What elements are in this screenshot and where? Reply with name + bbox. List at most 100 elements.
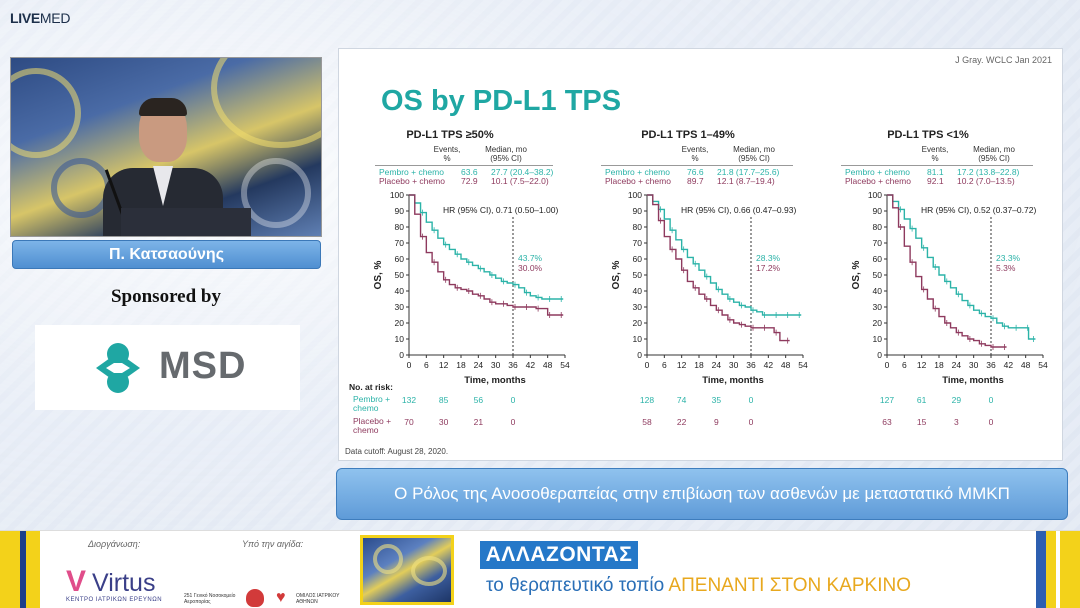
- y-tick-label: 90: [873, 206, 883, 216]
- legend-series-median: 10.1 (7.5–22.0): [491, 176, 549, 186]
- x-tick-label: 24: [474, 360, 484, 370]
- x-tick-label: 42: [526, 360, 536, 370]
- at-risk-placebo: 0: [510, 417, 516, 427]
- y-tick-label: 30: [633, 302, 643, 312]
- aegis-label: Υπό την αιγίδα:: [242, 539, 304, 549]
- y-tick-label: 100: [390, 190, 404, 200]
- y-tick-label: 70: [395, 238, 405, 248]
- legend-series-name: Placebo + chemo: [605, 176, 671, 186]
- at-risk-placebo-label: Placebo + chemo: [353, 416, 392, 435]
- x-tick-label: 24: [952, 360, 962, 370]
- at-risk-placebo: 0: [988, 417, 994, 427]
- legend-rule: [841, 165, 1033, 166]
- footer-bar: Διοργάνωση: V Virtus ΚΕΝΤΡΟ ΙΑΤΡΙΚΩΝ ΕΡΕ…: [0, 530, 1080, 608]
- slide-citation: J Gray. WCLC Jan 2021: [955, 55, 1052, 65]
- y-tick-label: 40: [633, 286, 643, 296]
- at-risk-pembro: 56: [473, 395, 484, 405]
- heart-icon: ♥: [276, 589, 286, 606]
- pembro-landmark: 28.3%: [756, 253, 781, 263]
- hazard-ratio: HR (95% CI), 0.66 (0.47–0.93): [681, 205, 796, 215]
- legend-series-median: 21.8 (17.7–25.6): [717, 167, 780, 177]
- legend-series-median: 12.1 (8.7–19.4): [717, 176, 775, 186]
- legend-header-events: Events,%: [681, 145, 709, 163]
- y-tick-label: 0: [399, 350, 404, 360]
- legend-series-events: 63.6: [461, 167, 478, 177]
- km-panel-tps-50: PD-L1 TPS ≥50% Events,% Median, mo (95% CI)…: [345, 129, 570, 429]
- legend-rule: [375, 165, 553, 166]
- y-tick-label: 50: [633, 270, 643, 280]
- x-tick-label: 36: [986, 360, 996, 370]
- y-tick-label: 10: [633, 334, 643, 344]
- placebo-curve: [409, 194, 564, 316]
- legend-series-name: Pembro + chemo: [379, 167, 444, 177]
- km-plot: 0 10 20 30 40 50 60 70 80 90 100 0 6 12 18 24 30 36 42 48 54…: [851, 190, 1048, 386]
- y-tick-label: 50: [873, 270, 883, 280]
- at-risk-pembro: 29: [951, 395, 962, 405]
- km-panel-tps-lt1: PD-L1 TPS <1% Events,% Median, mo (95% CI) P…: [823, 129, 1048, 429]
- x-tick-label: 30: [729, 360, 739, 370]
- pembro-landmark: 43.7%: [518, 253, 543, 263]
- legend-series-median: 27.7 (20.4–38.2): [491, 167, 554, 177]
- legend-series-name: Pembro + chemo: [845, 167, 910, 177]
- at-risk-placebo: 15: [916, 417, 927, 427]
- km-plot: 0 10 20 30 40 50 60 70 80 90 100 0 6 12 18 24 30 36 42 48 54…: [373, 190, 570, 386]
- legend-series-median: 10.2 (7.0–13.5): [957, 176, 1015, 186]
- y-axis-label: OS, %: [373, 260, 384, 289]
- legend-series-events: 81.1: [927, 167, 944, 177]
- x-tick-label: 6: [902, 360, 907, 370]
- data-cutoff: Data cutoff: August 28, 2020.: [345, 447, 449, 456]
- msd-logo-icon: [96, 343, 140, 393]
- legend-header-events: Events,%: [921, 145, 949, 163]
- y-tick-label: 70: [633, 238, 643, 248]
- at-risk-pembro: 132: [401, 395, 417, 405]
- x-tick-label: 12: [917, 360, 927, 370]
- km-plot: 0 10 20 30 40 50 60 70 80 90 100 0 6 12 18 24 30 36 42 48 54…: [611, 190, 808, 386]
- x-tick-label: 18: [694, 360, 704, 370]
- legend-series-name: Placebo + chemo: [379, 176, 445, 186]
- x-tick-label: 48: [781, 360, 791, 370]
- at-risk-pembro: 0: [748, 395, 754, 405]
- at-risk-pembro: 61: [916, 395, 927, 405]
- panel-title: PD-L1 TPS ≥50%: [406, 129, 494, 141]
- x-tick-label: 0: [645, 360, 650, 370]
- x-tick-label: 18: [456, 360, 466, 370]
- y-tick-label: 60: [873, 254, 883, 264]
- y-axis-label: OS, %: [851, 260, 862, 289]
- organizer-label: Διοργάνωση:: [88, 539, 141, 549]
- talk-title-banner: Ο Ρόλος της Ανοσοθεραπείας στην επιβίωση…: [336, 468, 1068, 520]
- legend-series-name: Pembro + chemo: [605, 167, 670, 177]
- slide-title: OS by PD-L1 TPS: [381, 85, 622, 117]
- km-panel-tps-1-49: PD-L1 TPS 1–49% Events,% Median, mo (95% CI…: [583, 129, 808, 429]
- placebo-curve: [647, 194, 790, 342]
- at-risk-placebo: 30: [438, 417, 449, 427]
- at-risk-placebo: 70: [404, 417, 414, 427]
- y-tick-label: 40: [395, 286, 405, 296]
- at-risk-placebo: 63: [882, 417, 892, 427]
- y-tick-label: 100: [868, 190, 882, 200]
- virtus-subtitle: ΚΕΝΤΡΟ ΙΑΤΡΙΚΩΝ ΕΡΕΥΝΩΝ: [66, 597, 163, 603]
- x-tick-label: 42: [1004, 360, 1014, 370]
- at-risk-label: No. at risk:: [349, 382, 393, 392]
- msd-logo-box: MSD: [35, 325, 300, 410]
- y-tick-label: 60: [633, 254, 643, 264]
- at-risk-pembro: 85: [438, 395, 449, 405]
- tagline-part-b: ΑΠΕΝΑΝΤΙ ΣΤΟΝ ΚΑΡΚΙΝΟ: [668, 575, 911, 596]
- virtus-name: Virtus: [92, 569, 156, 597]
- tagline: το θεραπευτικό τοπίο ΑΠΕΝΑΝΤΙ ΣΤΟΝ ΚΑΡΚΙ…: [486, 575, 911, 597]
- pembro-landmark: 23.3%: [996, 253, 1021, 263]
- x-axis-label: Time, months: [942, 375, 1004, 386]
- aegis-group-name: ΟΜΙΛΟΣ ΙΑΤΡΙΚΟΥ ΑΘΗΝΩΝ: [296, 593, 340, 605]
- headline-changing: ΑΛΛΑΖΟΝΤΑΣ: [480, 541, 638, 569]
- legend-header-median: Median, mo (95% CI): [733, 145, 775, 163]
- y-tick-label: 0: [637, 350, 642, 360]
- y-tick-label: 0: [877, 350, 882, 360]
- at-risk-placebo: 9: [713, 417, 719, 427]
- legend-series-events: 89.7: [687, 176, 704, 186]
- x-tick-label: 42: [764, 360, 774, 370]
- at-risk-pembro: 127: [879, 395, 895, 405]
- y-tick-label: 100: [628, 190, 642, 200]
- speaker-video: [10, 57, 322, 237]
- legend-series-name: Placebo + chemo: [845, 176, 911, 186]
- presentation-slide: J Gray. WCLC Jan 2021 OS by PD-L1 TPS PD…: [338, 48, 1063, 461]
- x-tick-label: 48: [543, 360, 553, 370]
